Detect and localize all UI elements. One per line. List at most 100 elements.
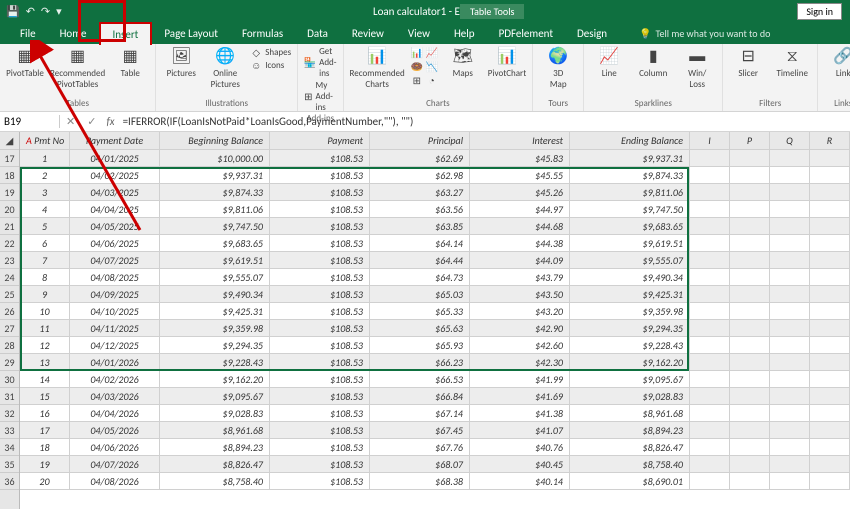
cell[interactable]: $108.53 [270,473,370,489]
cell[interactable] [690,184,730,200]
cell[interactable]: $45.55 [470,167,570,183]
fx-enter[interactable]: ✓ [81,115,102,128]
cell[interactable]: $41.38 [470,405,570,421]
cell[interactable] [690,473,730,489]
cell[interactable]: $9,747.50 [570,201,690,217]
row-header[interactable]: 28 [0,337,19,354]
cell[interactable]: $41.07 [470,422,570,438]
cell[interactable]: $8,894.23 [160,439,270,455]
cell[interactable]: 04/08/2026 [70,473,160,489]
cell[interactable]: $108.53 [270,320,370,336]
cell[interactable]: $66.84 [370,388,470,404]
row-header[interactable]: 18 [0,167,19,184]
pivotchart-button[interactable]: 📊PivotChart [488,46,526,79]
cell[interactable]: $65.03 [370,286,470,302]
cell[interactable]: $9,811.06 [160,201,270,217]
col-header[interactable]: P [730,132,770,149]
cell[interactable]: 04/05/2025 [70,218,160,234]
cell[interactable]: $9,874.33 [570,167,690,183]
cell[interactable]: $8,961.68 [160,422,270,438]
row-header[interactable]: 21 [0,218,19,235]
cell[interactable] [730,439,770,455]
get-addins-button[interactable]: 🏪Get Add-ins [304,46,336,79]
table-row[interactable]: 2004/08/2026$8,758.40$108.53$68.38$40.14… [20,473,850,490]
table-row[interactable]: 1104/11/2025$9,359.98$108.53$65.63$42.90… [20,320,850,337]
cell[interactable] [730,150,770,166]
cell[interactable]: $108.53 [270,252,370,268]
cell[interactable]: $8,894.23 [570,422,690,438]
cell[interactable]: $9,874.33 [160,184,270,200]
cell[interactable] [730,218,770,234]
tab-review[interactable]: Review [340,23,396,44]
cell[interactable]: $62.69 [370,150,470,166]
row-header[interactable]: 35 [0,456,19,473]
cell[interactable] [770,422,810,438]
cell[interactable] [810,439,850,455]
cell[interactable]: $9,028.83 [160,405,270,421]
cell[interactable]: 10 [20,303,70,319]
cell[interactable]: 04/02/2025 [70,167,160,183]
table-row[interactable]: 1204/12/2025$9,294.35$108.53$65.93$42.60… [20,337,850,354]
cell[interactable] [770,388,810,404]
cell[interactable]: $108.53 [270,286,370,302]
cell[interactable] [690,303,730,319]
cell[interactable]: $9,095.67 [160,388,270,404]
cell[interactable] [810,252,850,268]
cell[interactable]: $9,228.43 [570,337,690,353]
cell[interactable]: 04/01/2025 [70,150,160,166]
table-row[interactable]: 1304/01/2026$9,228.43$108.53$66.23$42.30… [20,354,850,371]
col-header[interactable]: Principal [370,132,470,149]
online-pictures-button[interactable]: 🌐Online Pictures [206,46,244,90]
cell[interactable] [730,371,770,387]
row-header[interactable]: 36 [0,473,19,490]
cell[interactable]: $62.98 [370,167,470,183]
table-row[interactable]: 604/06/2025$9,683.65$108.53$64.14$44.38$… [20,235,850,252]
cell[interactable] [690,167,730,183]
cell[interactable] [770,320,810,336]
row-header[interactable]: 30 [0,371,19,388]
row-header[interactable]: 20 [0,201,19,218]
cell[interactable]: 04/11/2025 [70,320,160,336]
row-header[interactable]: 19 [0,184,19,201]
cell[interactable]: 4 [20,201,70,217]
cell[interactable] [770,269,810,285]
cell[interactable]: $108.53 [270,150,370,166]
cell[interactable] [690,320,730,336]
cell[interactable]: $43.79 [470,269,570,285]
cell[interactable]: $9,228.43 [160,354,270,370]
col-header[interactable]: Payment Date [70,132,160,149]
cell[interactable]: $9,490.34 [160,286,270,302]
tab-design[interactable]: Design [565,23,619,44]
fx-icon[interactable]: fx [102,115,118,128]
cell[interactable]: 04/08/2025 [70,269,160,285]
cell[interactable]: $8,690.01 [570,473,690,489]
col-header[interactable]: Beginning Balance [160,132,270,149]
cell[interactable] [810,422,850,438]
cell[interactable]: 16 [20,405,70,421]
cell[interactable]: 04/03/2025 [70,184,160,200]
cell[interactable] [730,303,770,319]
cell[interactable]: $9,095.67 [570,371,690,387]
cell[interactable]: 12 [20,337,70,353]
cell[interactable]: $108.53 [270,201,370,217]
cell[interactable]: 5 [20,218,70,234]
cell[interactable]: $9,425.31 [570,286,690,302]
cell[interactable] [770,184,810,200]
cell[interactable] [770,201,810,217]
cell[interactable] [770,235,810,251]
cell[interactable] [810,320,850,336]
cell[interactable]: $9,490.34 [570,269,690,285]
table-row[interactable]: 1004/10/2025$9,425.31$108.53$65.33$43.20… [20,303,850,320]
cell[interactable] [730,201,770,217]
row-header[interactable]: 17 [0,150,19,167]
cell[interactable] [730,167,770,183]
cell[interactable]: 3 [20,184,70,200]
cell[interactable]: $63.27 [370,184,470,200]
cell[interactable]: $66.23 [370,354,470,370]
save-icon[interactable]: 💾 [6,5,20,18]
cell[interactable]: $42.30 [470,354,570,370]
row-header[interactable]: 22 [0,235,19,252]
col-header[interactable]: Ending Balance [570,132,690,149]
cell[interactable]: $63.56 [370,201,470,217]
timeline-button[interactable]: ⧖Timeline [773,46,811,79]
